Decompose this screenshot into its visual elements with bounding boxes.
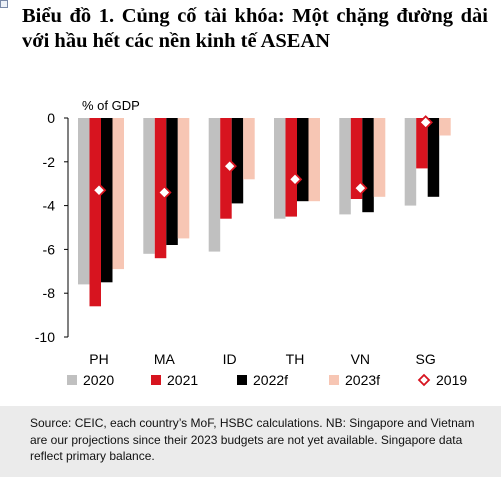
legend-label-2023f: 2023f: [345, 372, 380, 388]
bar-2022f-MA: [166, 118, 178, 245]
source-note-box: Source: CEIC, each country’s MoF, HSBC c…: [0, 406, 501, 477]
bar-2020-SG: [404, 118, 417, 206]
bar-2021-PH: [89, 118, 101, 307]
y-tick-label: -4: [43, 198, 56, 214]
bar-2020-PH: [78, 118, 90, 285]
bar-2021-VN: [350, 118, 363, 199]
bar-2021-SG: [416, 118, 428, 169]
x-tick-label-VN: VN: [351, 351, 370, 367]
legend-swatch-2023f: [329, 375, 339, 385]
bar-2023f-PH: [112, 118, 124, 270]
bar-chart: % of GDP 0 -2 -4 -6 -8 -10 PH MA ID TH VN SG 2020 2021…: [35, 98, 468, 388]
x-tick-label-SG: SG: [416, 351, 436, 367]
bar-2023f-MA: [177, 118, 190, 239]
source-note: Source: CEIC, each country’s MoF, HSBC c…: [30, 416, 475, 463]
legend-swatch-2019: [417, 373, 431, 387]
y-tick-label: 0: [47, 110, 55, 126]
bar-2020-MA: [143, 118, 155, 254]
legend-label-2021: 2021: [167, 372, 198, 388]
chart-title: Biểu đồ 1. Củng cố tài khóa: Một chặng đ…: [22, 5, 488, 52]
bar-2023f-SG: [439, 118, 451, 136]
bar-2022f-TH: [297, 118, 309, 202]
bar-2023f-TH: [308, 118, 320, 202]
bar-2022f-PH: [101, 118, 113, 283]
marker-2019-TH: [287, 172, 303, 187]
y-tick-label: -10: [35, 329, 55, 345]
bar-2020-VN: [339, 118, 351, 215]
move-handle-icon: [0, 0, 8, 8]
bar-2023f-ID: [243, 118, 255, 180]
legend-label-2022f: 2022f: [253, 372, 288, 388]
marker-2019-ID: [222, 158, 237, 174]
bar-2021-MA: [154, 118, 167, 259]
marker-2019-MA: [157, 185, 172, 200]
marker-2019-VN: [353, 180, 368, 196]
bar-2023f-VN: [373, 118, 386, 197]
y-axis-label: % of GDP: [82, 98, 140, 113]
y-tick-label: -6: [43, 241, 56, 257]
marker-2019-PH: [91, 182, 107, 198]
bar-2022f-ID: [231, 118, 244, 204]
x-tick-label-TH: TH: [286, 351, 305, 367]
marker-2019-SG: [418, 115, 433, 130]
bar-2021-TH: [285, 118, 297, 217]
y-tick-label: -8: [43, 285, 56, 301]
y-tick-label: -2: [43, 154, 56, 170]
x-tick-label-ID: ID: [223, 351, 237, 367]
x-tick-label-MA: MA: [154, 351, 176, 367]
bar-2022f-SG: [427, 118, 440, 197]
x-tick-label-PH: PH: [89, 351, 108, 367]
legend-swatch-2022f: [237, 375, 247, 385]
legend-label-2019: 2019: [436, 372, 467, 388]
legend-swatch-2020: [67, 375, 77, 385]
bar-2020-TH: [274, 118, 286, 219]
bar-2020-ID: [208, 118, 221, 252]
bar-2022f-VN: [362, 118, 374, 213]
legend-label-2020: 2020: [83, 372, 114, 388]
legend-swatch-2021: [151, 375, 161, 385]
